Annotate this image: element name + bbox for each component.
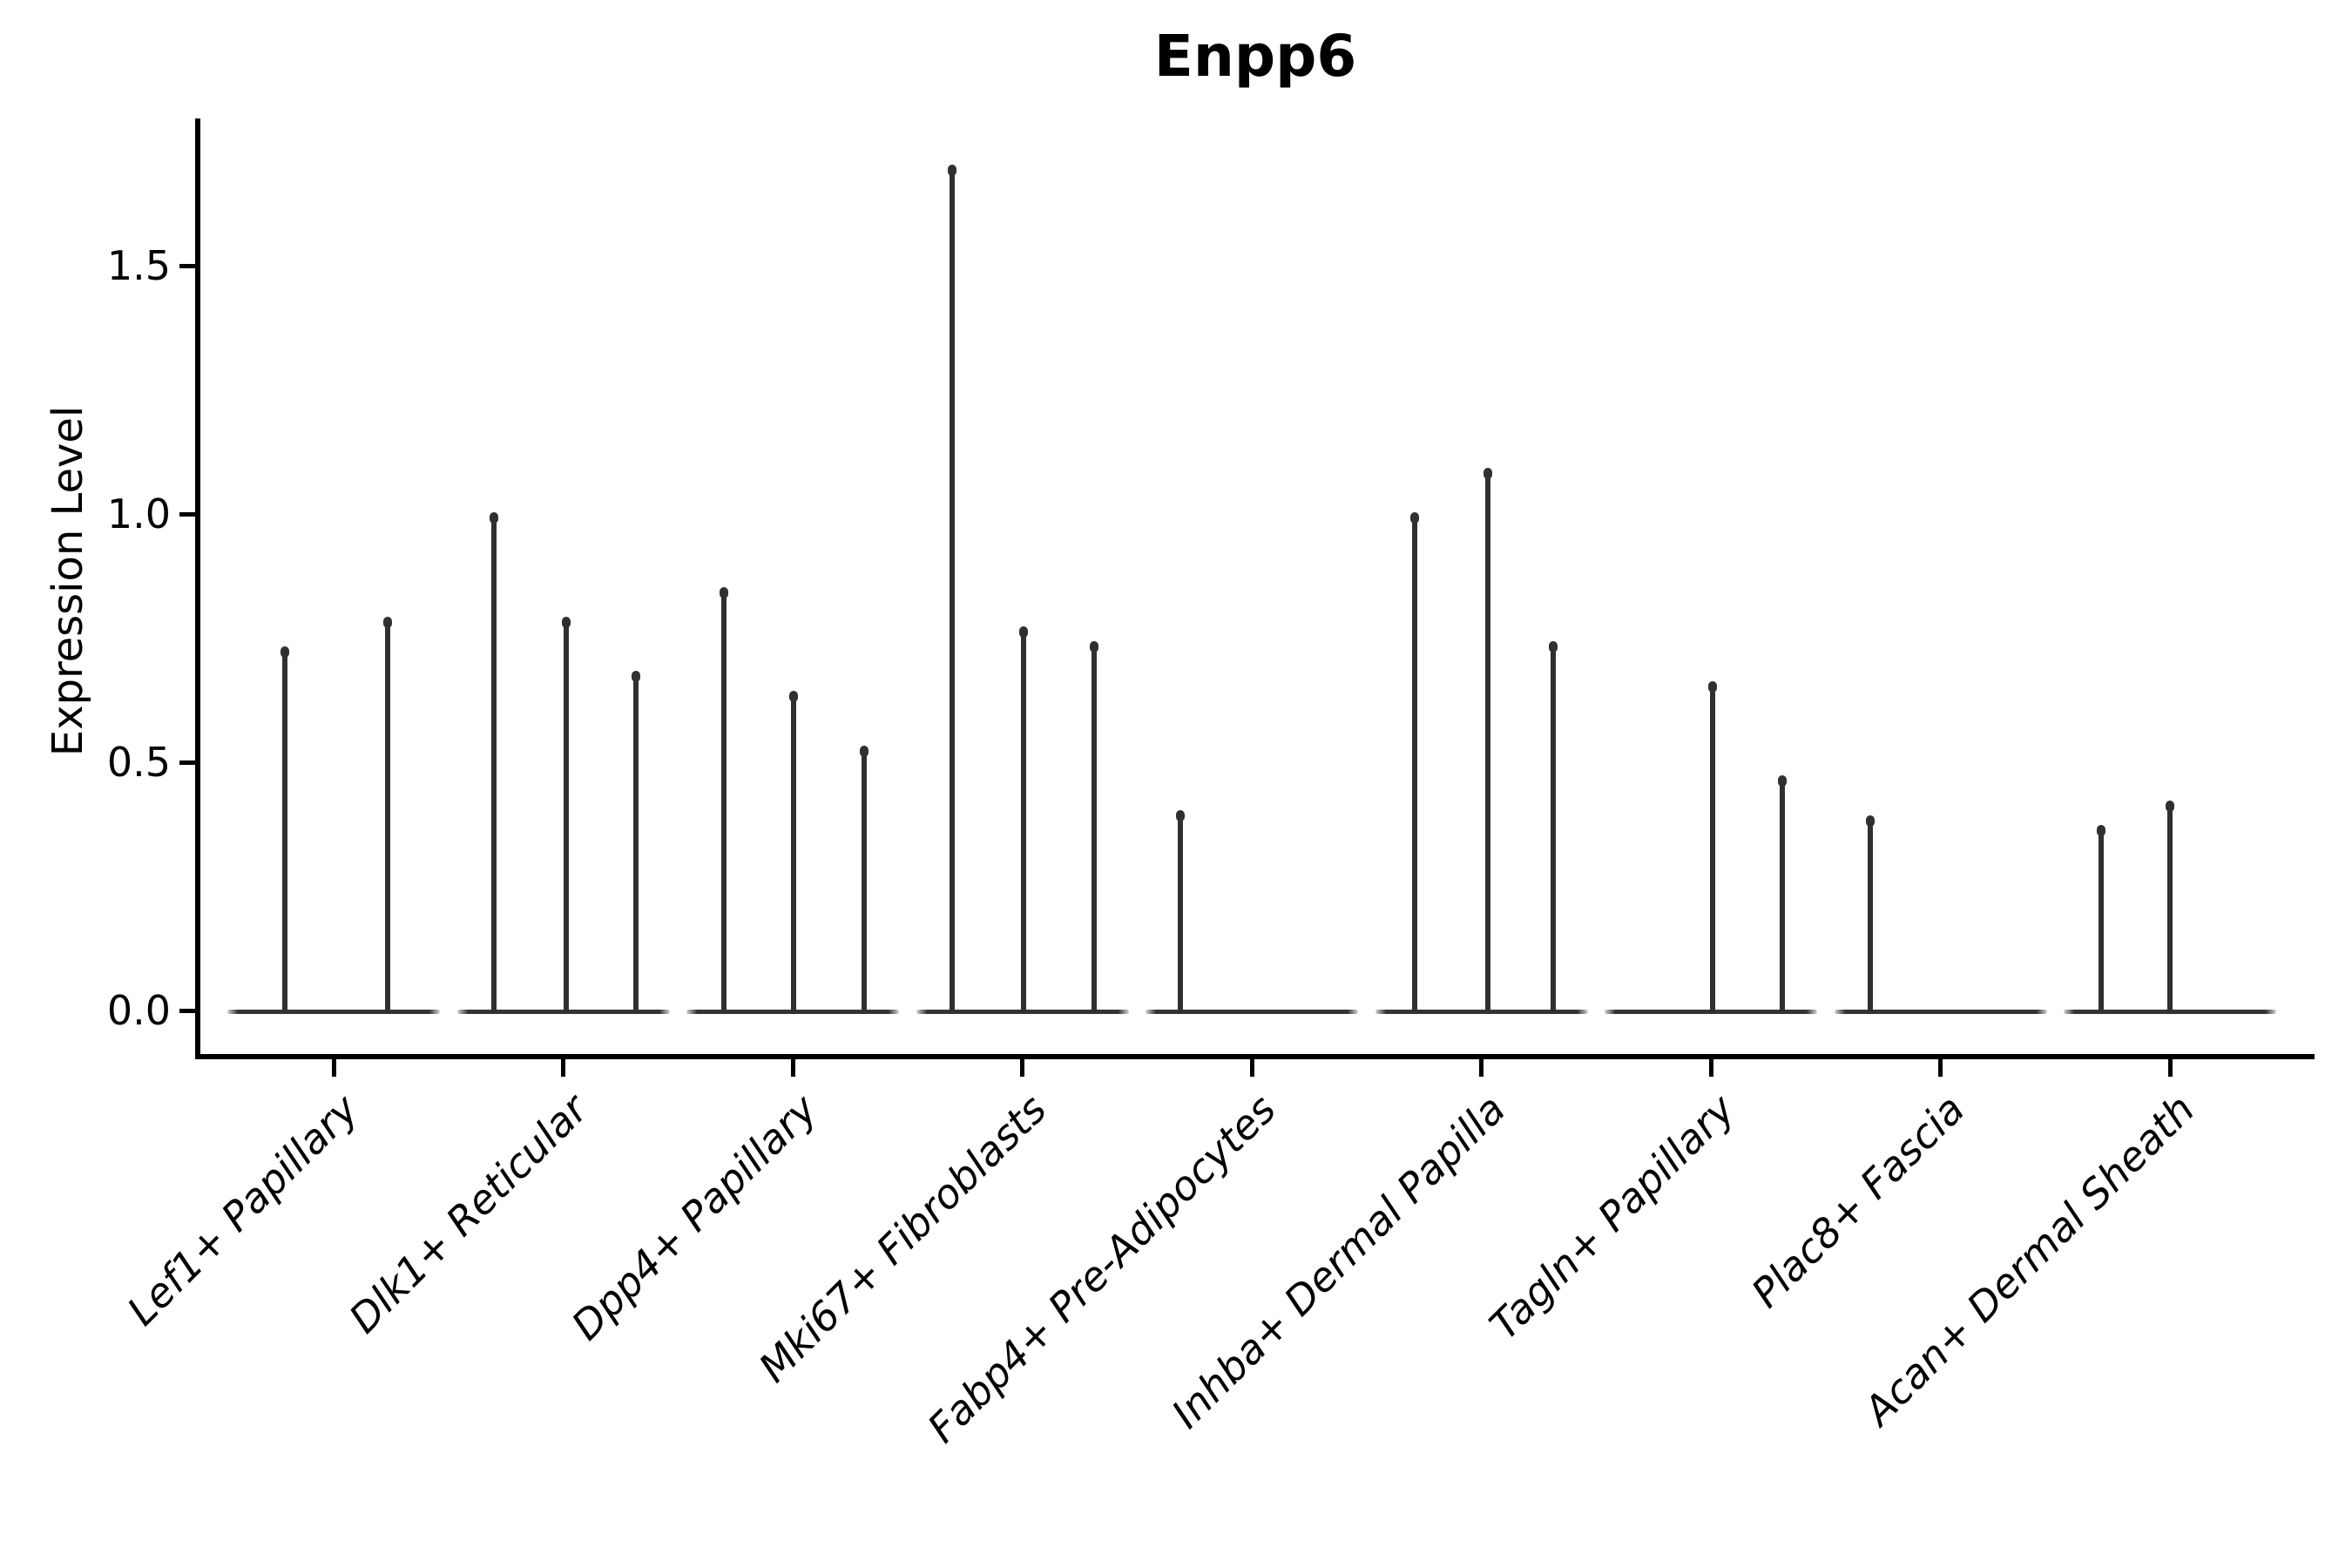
violin-spike — [1091, 643, 1097, 1014]
violin-spike — [282, 647, 287, 1014]
violin-spike-tip — [561, 616, 571, 628]
y-tick-label: 1.0 — [106, 490, 171, 537]
violin-spike-tip — [1018, 626, 1028, 639]
x-tick — [1479, 1059, 1484, 1077]
violin-spike-tip — [280, 645, 289, 658]
violin-spike — [862, 747, 867, 1014]
x-tick — [1938, 1059, 1943, 1077]
violin-spike — [632, 672, 639, 1014]
x-tick — [790, 1059, 795, 1077]
violin-spike-tip — [1778, 775, 1787, 787]
y-tick — [179, 1008, 195, 1013]
violin-spike — [1867, 816, 1873, 1014]
x-tick — [1020, 1059, 1024, 1077]
chart-title: Enpp6 — [1153, 23, 1357, 90]
violin-spike-tip — [1176, 810, 1185, 821]
violin-spike — [2099, 827, 2104, 1014]
y-tick-label: 1.5 — [106, 242, 171, 289]
violin-spike — [1178, 812, 1183, 1014]
violin-spike — [2167, 801, 2173, 1014]
violin-spike — [1020, 628, 1026, 1014]
x-tick — [331, 1059, 336, 1077]
violin-spike — [1550, 643, 1556, 1014]
y-axis-spine — [195, 118, 200, 1059]
violin-spike — [563, 618, 569, 1014]
violin-spike — [1780, 777, 1785, 1014]
violin-spike — [490, 514, 497, 1014]
y-tick — [179, 263, 195, 268]
violin-baseline — [1834, 1010, 2047, 1014]
violin-spike-tip — [947, 165, 956, 176]
y-tick-label: 0.0 — [106, 987, 171, 1034]
x-axis-label-text: Lef1+ Papillary — [118, 1085, 368, 1335]
y-axis-label: Expression Level — [44, 405, 92, 757]
violin-spike-tip — [1548, 641, 1558, 653]
violin-spike-tip — [720, 586, 728, 598]
violin-spike-tip — [383, 616, 392, 628]
x-tick — [2167, 1059, 2173, 1077]
x-axis-label-text: Tagln+ Papillary — [1480, 1085, 1745, 1349]
violin-baseline — [1375, 1010, 1588, 1014]
violin-spike-tip — [631, 671, 640, 683]
violin-spike — [1411, 514, 1417, 1014]
violin-spike-tip — [1089, 641, 1098, 653]
violin-spike-tip — [1409, 512, 1419, 524]
violin-spike-tip — [2097, 825, 2105, 837]
violin-spike — [791, 693, 796, 1014]
x-tick — [561, 1059, 565, 1077]
x-axis-label-text: Dpp4+ Papillary — [562, 1085, 827, 1349]
x-axis-label-text: Plac8+ Fascia — [1742, 1085, 1974, 1317]
violin-spike-tip — [789, 691, 798, 703]
violin-spike-tip — [860, 745, 868, 757]
violin-spike — [385, 618, 390, 1014]
x-tick — [1708, 1059, 1713, 1077]
y-tick — [179, 511, 195, 517]
violin-spike — [721, 588, 727, 1014]
x-axis-label-text: Dlk1+ Reticular — [340, 1085, 597, 1342]
x-tick — [1249, 1059, 1254, 1077]
y-tick — [179, 760, 195, 765]
violin-baseline — [1146, 1010, 1358, 1014]
violin-spike-tip — [2166, 800, 2174, 812]
violin-spike — [949, 166, 955, 1014]
violin-baseline — [227, 1010, 440, 1014]
x-axis-spine — [195, 1054, 2315, 1059]
violin-spike-tip — [1865, 814, 1875, 827]
violin-spike-tip — [1708, 680, 1717, 693]
violin-spike — [1710, 682, 1715, 1014]
violin-spike-tip — [489, 512, 498, 524]
violin-spike-tip — [1483, 467, 1492, 479]
y-tick-label: 0.5 — [106, 739, 171, 786]
violin-spike — [1484, 469, 1490, 1014]
